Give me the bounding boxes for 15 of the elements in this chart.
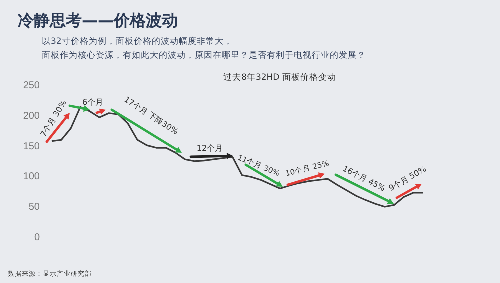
y-tick-label: 200 (23, 110, 40, 122)
text: 过去8年32HD 面板价格变动 (224, 72, 336, 83)
annotation: 9个月 50% (388, 164, 428, 194)
y-tick-label: 150 (23, 141, 40, 152)
annotation: 12个月 (196, 144, 224, 153)
annotation: 6个月 (82, 98, 104, 107)
chart-subtitle: 以32寸价格为例，面板价格的波动幅度非常大， (42, 36, 233, 47)
chart-title: 冷静思考——价格波动 (18, 11, 178, 30)
y-tick-label: 50 (28, 202, 40, 214)
y-tick-label: 0 (34, 232, 40, 244)
annotation: 17个月 下降30% (122, 95, 180, 137)
text: 面板作为核心资源，有如此大的波动，原因在哪里？是否有利于电视行业的发展？ (42, 50, 366, 61)
y-tick-label: 250 (23, 80, 40, 92)
y-tick-label: 100 (23, 172, 40, 183)
annotation: 16个月 45% (341, 164, 388, 194)
